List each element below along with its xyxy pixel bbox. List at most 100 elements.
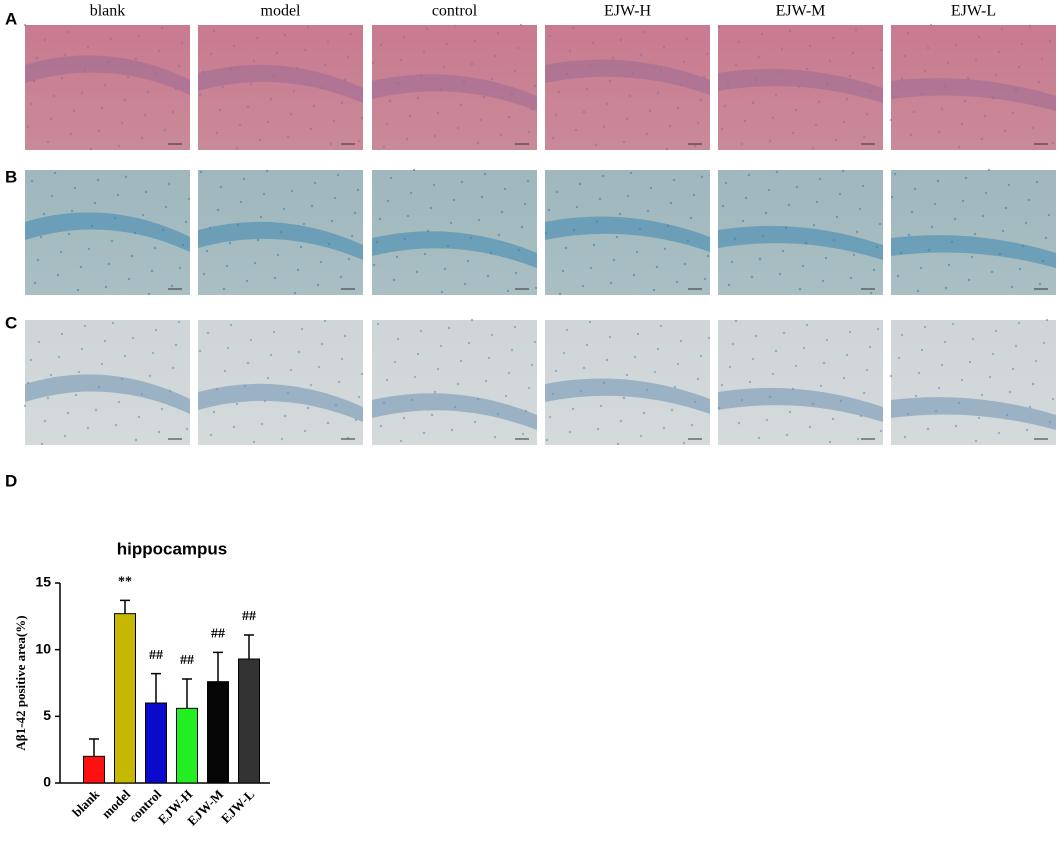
cell — [662, 45, 666, 49]
cell — [980, 393, 984, 397]
cell — [648, 109, 652, 113]
cell — [842, 376, 846, 380]
cell — [375, 240, 379, 244]
cell — [1014, 344, 1018, 348]
cell — [740, 142, 744, 146]
cell-layer — [891, 78, 1056, 111]
y-axis-label: Aβ1-42 positive area(%) — [13, 615, 28, 750]
cell — [950, 240, 954, 244]
cell — [408, 114, 412, 118]
cell — [272, 330, 276, 334]
cell — [97, 385, 101, 389]
cell — [839, 399, 843, 403]
cell — [916, 289, 920, 293]
cell — [53, 171, 57, 175]
cell — [347, 257, 351, 261]
cell — [838, 192, 842, 196]
cell — [117, 144, 121, 148]
cell — [36, 258, 40, 262]
cell — [828, 440, 832, 444]
cell — [49, 117, 53, 121]
cell — [808, 425, 812, 429]
cell — [180, 41, 184, 45]
cell — [605, 358, 609, 362]
cell — [453, 24, 457, 28]
cell — [588, 320, 592, 324]
cell — [83, 68, 87, 72]
cell — [983, 114, 987, 118]
cell — [747, 173, 751, 177]
error-bar — [89, 738, 99, 757]
cell — [879, 48, 883, 52]
cell — [625, 117, 629, 121]
cell — [516, 46, 520, 50]
cell — [780, 47, 784, 51]
cell — [530, 363, 534, 367]
bar — [83, 755, 105, 784]
cell — [484, 379, 488, 383]
cell — [436, 367, 440, 371]
cell — [323, 63, 327, 67]
cell — [334, 403, 338, 407]
cell — [333, 196, 337, 200]
cell — [571, 26, 575, 30]
cell — [510, 348, 514, 352]
cell — [825, 338, 829, 342]
cell — [731, 342, 735, 346]
cell — [849, 276, 853, 280]
cell — [686, 239, 690, 243]
cell — [157, 49, 161, 53]
cell — [740, 398, 744, 402]
cell-layer — [891, 235, 1056, 268]
cell — [504, 394, 508, 398]
cell — [1018, 267, 1022, 271]
cell — [893, 172, 897, 176]
cell — [350, 234, 354, 238]
cell — [229, 67, 233, 71]
cell — [977, 416, 981, 420]
cell — [236, 223, 240, 227]
micrograph — [545, 25, 710, 150]
cell — [530, 107, 534, 111]
cell — [385, 122, 389, 126]
cell — [906, 31, 910, 35]
cell — [340, 101, 344, 105]
cell — [303, 429, 307, 433]
cell — [1031, 382, 1035, 386]
cell — [751, 101, 755, 105]
cell — [645, 132, 649, 136]
cell — [50, 194, 54, 198]
cell — [743, 119, 747, 123]
cell — [262, 192, 266, 196]
cell — [87, 247, 91, 251]
cell — [598, 197, 602, 201]
cell — [212, 29, 216, 33]
cell — [728, 365, 732, 369]
cell — [83, 324, 87, 328]
cell — [868, 345, 872, 349]
cell — [629, 171, 633, 175]
cell — [157, 430, 161, 434]
cell — [181, 243, 185, 247]
cell — [757, 436, 761, 440]
cell — [107, 262, 111, 266]
micrograph — [891, 170, 1056, 295]
cell — [1051, 141, 1055, 145]
cell — [782, 331, 786, 335]
cell — [439, 344, 443, 348]
cell — [134, 438, 138, 442]
cell — [332, 119, 336, 123]
cell — [920, 348, 924, 352]
cell — [605, 102, 609, 106]
cell — [446, 244, 450, 248]
cell — [459, 103, 463, 107]
cell — [609, 281, 613, 285]
bar — [114, 613, 136, 784]
cell — [1010, 285, 1014, 289]
cell — [954, 43, 958, 47]
cell — [63, 434, 67, 438]
cell — [235, 402, 239, 406]
cell — [171, 110, 175, 114]
cell — [848, 74, 852, 78]
